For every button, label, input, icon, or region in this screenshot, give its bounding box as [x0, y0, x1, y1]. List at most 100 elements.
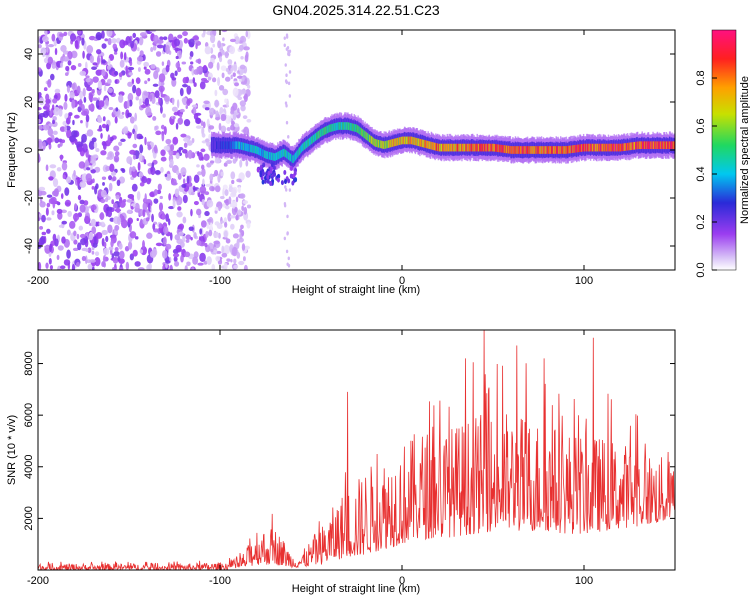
noise-blob — [68, 112, 73, 116]
noise-blob — [175, 122, 179, 130]
noise-blob — [132, 249, 138, 257]
noise-blob — [59, 126, 66, 132]
noise-blob — [132, 143, 138, 149]
noise-blob — [151, 213, 154, 223]
noise-blob — [89, 155, 96, 164]
noise-blob — [238, 44, 244, 51]
noise-blob — [241, 76, 245, 82]
noise-blob — [101, 69, 106, 77]
noise-blob — [110, 38, 117, 44]
noise-blob — [107, 224, 113, 234]
noise-blob — [135, 77, 141, 85]
noise-blob — [139, 144, 144, 154]
noise-blob — [47, 56, 54, 65]
noise-blob — [155, 130, 162, 136]
signal-fragment — [261, 171, 265, 177]
noise-blob — [196, 164, 200, 168]
noise-blob — [138, 153, 143, 162]
noise-blob — [160, 87, 163, 97]
snr-frame — [37, 329, 676, 571]
noise-blob — [78, 225, 84, 231]
noise-blob — [134, 261, 141, 267]
noise-blob — [234, 206, 238, 213]
noise-blob — [285, 47, 289, 51]
noise-blob — [198, 151, 203, 161]
noise-blob — [61, 139, 66, 144]
noise-blob — [285, 188, 288, 192]
noise-blob — [114, 79, 118, 84]
noise-blob — [94, 235, 97, 245]
noise-blob — [74, 203, 78, 211]
noise-blob — [134, 202, 140, 212]
noise-blob — [97, 80, 103, 90]
noise-blob — [106, 206, 113, 212]
noise-blob — [147, 144, 152, 151]
noise-blob — [223, 162, 228, 167]
noise-blob — [127, 112, 132, 118]
noise-blob — [80, 119, 83, 124]
noise-blob — [141, 175, 148, 184]
noise-blob — [214, 206, 219, 211]
noise-blob — [202, 121, 206, 129]
noise-blob — [137, 67, 141, 72]
noise-blob — [61, 220, 68, 225]
noise-blob — [227, 70, 232, 75]
noise-blob — [237, 96, 243, 101]
noise-blob — [59, 33, 65, 37]
noise-blob — [147, 112, 153, 116]
noise-blob — [169, 264, 173, 270]
noise-blob — [151, 96, 156, 105]
noise-blob — [235, 214, 239, 221]
noise-blob — [38, 140, 43, 149]
noise-blob — [154, 170, 161, 175]
noise-blob — [51, 33, 56, 42]
colorbar-label: Normalized spectral amplitude — [739, 76, 750, 224]
noise-blob — [132, 84, 137, 94]
noise-blob — [242, 200, 249, 205]
noise-blob — [283, 236, 287, 241]
noise-blob — [116, 207, 121, 214]
noise-blob — [218, 85, 225, 91]
noise-blob — [46, 194, 53, 198]
noise-blob — [47, 44, 55, 48]
noise-blob — [221, 30, 228, 33]
noise-blob — [38, 119, 41, 123]
noise-blob — [107, 134, 111, 144]
signal-fragment — [256, 167, 260, 173]
noise-blob — [94, 251, 100, 257]
noise-blob — [88, 231, 94, 241]
noise-blob — [218, 205, 221, 212]
noise-blob — [202, 104, 207, 109]
noise-blob — [284, 185, 287, 189]
noise-blob — [62, 174, 66, 180]
noise-blob — [89, 55, 94, 64]
noise-blob — [239, 89, 247, 95]
noise-blob — [142, 209, 146, 218]
noise-blob — [161, 61, 165, 66]
noise-blob — [165, 64, 170, 73]
noise-blob — [287, 81, 291, 86]
noise-blob — [183, 251, 191, 258]
noise-blob — [91, 266, 95, 270]
noise-blob — [205, 183, 211, 187]
signal-core — [673, 141, 675, 150]
noise-blob — [69, 220, 76, 229]
noise-blob — [87, 247, 92, 254]
noise-blob — [103, 242, 107, 248]
noise-blob — [240, 224, 244, 230]
noise-blob — [168, 218, 171, 226]
noise-blob — [114, 116, 118, 124]
noise-blob — [82, 50, 85, 59]
noise-blob — [156, 189, 162, 195]
noise-blob — [77, 62, 82, 67]
noise-blob — [229, 38, 237, 43]
noise-blob — [39, 225, 44, 230]
noise-blob — [127, 66, 135, 71]
noise-blob — [144, 136, 147, 146]
noise-blob — [208, 125, 215, 130]
noise-blob — [246, 204, 252, 209]
noise-blob — [114, 246, 119, 252]
spectrogram-x-ticks: -200 -100 0 100 — [27, 30, 593, 287]
noise-blob — [54, 47, 58, 56]
